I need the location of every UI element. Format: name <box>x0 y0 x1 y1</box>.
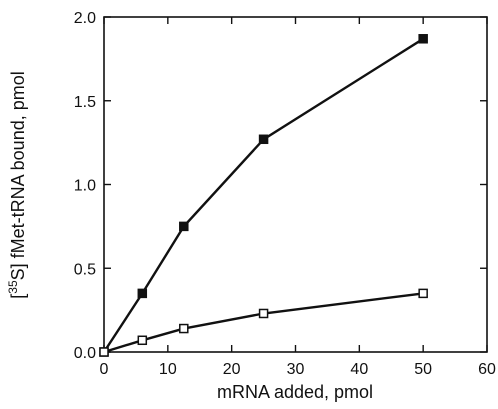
y-tick-label: 1.0 <box>74 178 96 195</box>
y-axis-label-superscript: 35 <box>6 280 20 294</box>
x-tick-label: 20 <box>223 361 241 378</box>
x-axis-ticks: 0 10 20 30 40 50 60 <box>100 17 496 378</box>
x-axis-label: mRNA added, pmol <box>217 382 373 402</box>
data-point <box>179 323 189 334</box>
data-point <box>137 288 148 299</box>
y-axis-label: [35S] fMet-tRNA bound, pmol <box>6 71 28 298</box>
data-point <box>99 347 109 357</box>
series-line <box>103 292 424 354</box>
data-point <box>418 288 428 299</box>
y-tick-label: 0.0 <box>74 345 96 362</box>
x-tick-label: 10 <box>159 361 177 378</box>
plot-frame <box>103 16 488 353</box>
y-axis-label-prefix: [ <box>8 294 28 299</box>
x-tick-label: 30 <box>287 361 305 378</box>
series-2 <box>99 288 428 357</box>
data-point <box>258 308 269 319</box>
x-tick-label: 40 <box>350 361 368 378</box>
series-layer <box>99 34 428 357</box>
y-tick-label: 1.5 <box>74 94 96 111</box>
data-point <box>258 134 269 145</box>
y-axis-ticks: 0.0 0.5 1.0 1.5 2.0 <box>74 10 487 362</box>
x-tick-label: 0 <box>100 361 109 378</box>
axes <box>103 16 488 353</box>
series-1 <box>99 34 428 357</box>
x-tick-label: 60 <box>478 361 496 378</box>
y-tick-label: 2.0 <box>74 10 96 27</box>
data-point <box>137 335 148 346</box>
data-point <box>418 34 428 44</box>
y-axis-label-rest: S] fMet-tRNA bound, pmol <box>8 71 28 280</box>
series-line <box>102 37 424 353</box>
data-point <box>179 221 189 232</box>
x-tick-label: 50 <box>414 361 432 378</box>
y-tick-label: 0.5 <box>74 261 96 278</box>
